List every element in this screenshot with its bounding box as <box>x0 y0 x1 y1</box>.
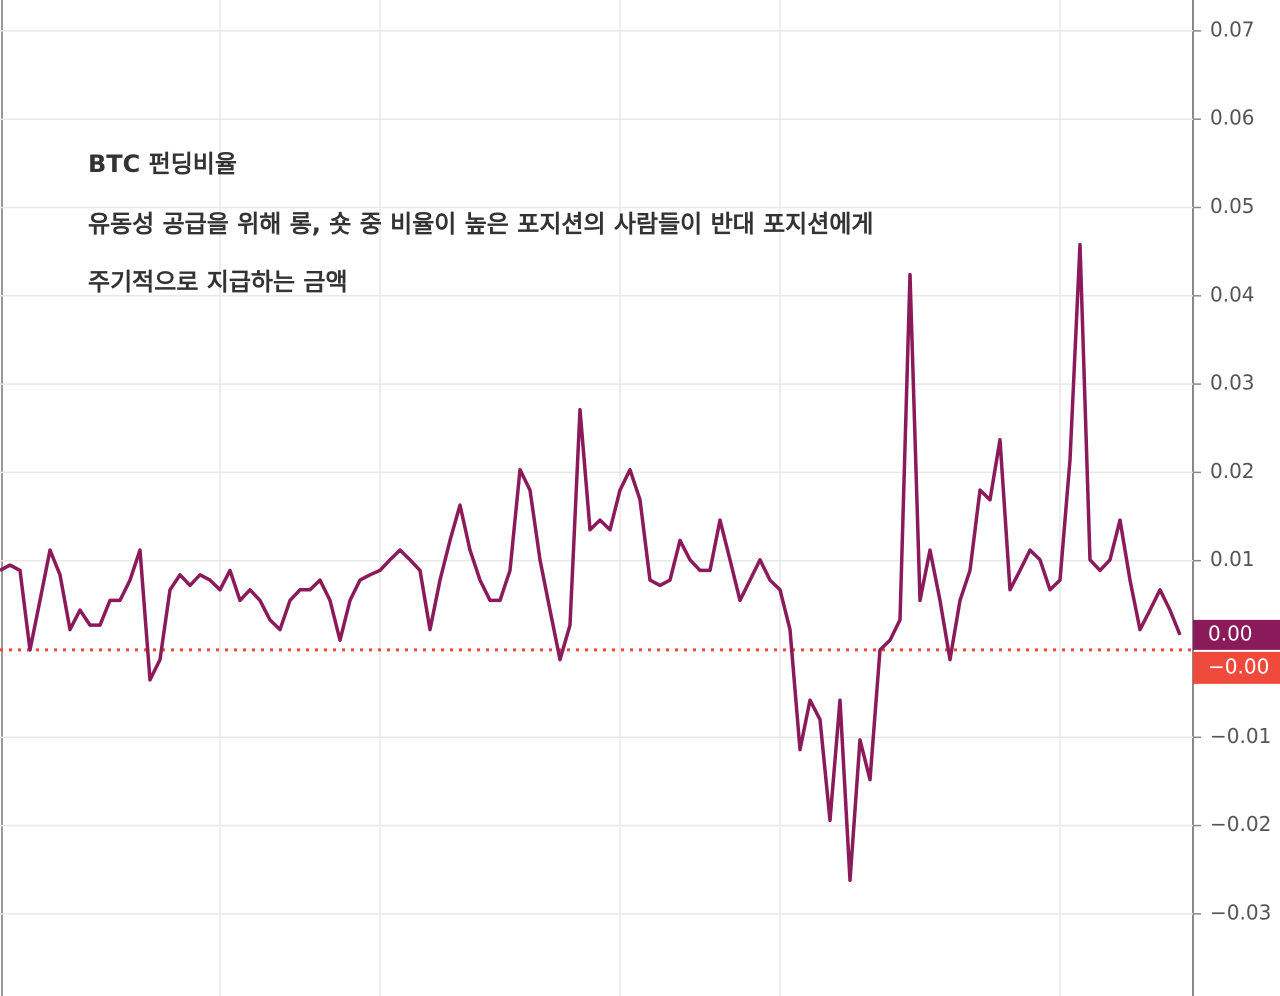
reference-box <box>1193 651 1280 684</box>
reference-label: −0.00 <box>1208 654 1269 678</box>
annotation: 주기적으로 지급하는 금액 <box>88 268 348 296</box>
chart-title: BTC 펀딩비율 <box>88 150 237 178</box>
y-tick-label: 0.03 <box>1210 371 1255 395</box>
y-grid: −0.03 −0.02 −0.01 0.01 0.02 0.03 0.04 0.05 0.06 0… <box>0 17 1271 924</box>
last-value-label: 0.00 <box>1208 621 1253 645</box>
plot: 0.00 −0.00 <box>0 242 1280 883</box>
y-tick-label: 0.02 <box>1210 459 1255 483</box>
last-value-box <box>1193 619 1280 650</box>
line <box>0 242 1182 883</box>
y-tick-label: −0.03 <box>1210 900 1271 924</box>
y-tick-label: 0.07 <box>1210 17 1255 41</box>
annotation: 유동성 공급을 위해 롱, 숏 중 비율이 높은 포지션의 사람들이 반대 포지… <box>88 210 874 238</box>
y-tick-label: −0.01 <box>1210 724 1271 748</box>
y-tick-label: −0.02 <box>1210 812 1271 836</box>
y-tick-label: 0.01 <box>1210 547 1255 571</box>
y-tick-label: 0.04 <box>1210 282 1255 306</box>
y-tick-label: 0.06 <box>1210 106 1255 130</box>
y-tick-label: 0.05 <box>1210 194 1255 218</box>
x-grid <box>219 0 1061 996</box>
